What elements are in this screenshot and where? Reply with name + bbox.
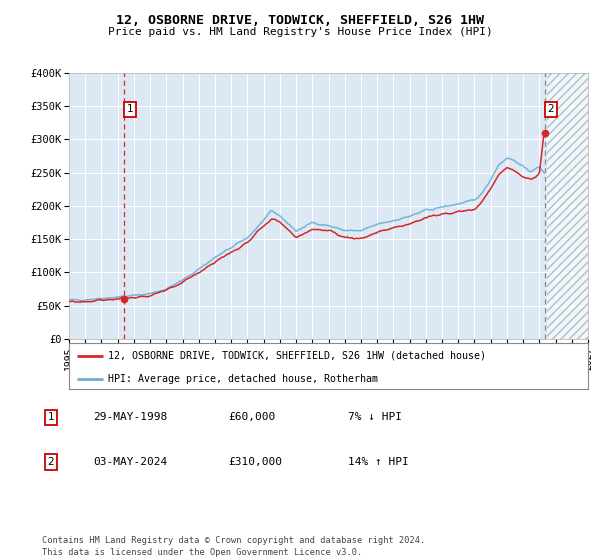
Text: 29-MAY-1998: 29-MAY-1998 — [93, 412, 167, 422]
Text: 1: 1 — [127, 104, 133, 114]
Text: Price paid vs. HM Land Registry's House Price Index (HPI): Price paid vs. HM Land Registry's House … — [107, 27, 493, 37]
Bar — [547, 73, 588, 339]
Text: £60,000: £60,000 — [228, 412, 275, 422]
Text: 2: 2 — [547, 104, 554, 114]
Text: Contains HM Land Registry data © Crown copyright and database right 2024.
This d: Contains HM Land Registry data © Crown c… — [42, 536, 425, 557]
Text: 1: 1 — [47, 412, 55, 422]
Text: 2: 2 — [47, 457, 55, 467]
Text: 12, OSBORNE DRIVE, TODWICK, SHEFFIELD, S26 1HW: 12, OSBORNE DRIVE, TODWICK, SHEFFIELD, S… — [116, 14, 484, 27]
Text: 7% ↓ HPI: 7% ↓ HPI — [348, 412, 402, 422]
Text: HPI: Average price, detached house, Rotherham: HPI: Average price, detached house, Roth… — [108, 374, 378, 384]
Text: 03-MAY-2024: 03-MAY-2024 — [93, 457, 167, 467]
Text: £310,000: £310,000 — [228, 457, 282, 467]
Text: 14% ↑ HPI: 14% ↑ HPI — [348, 457, 409, 467]
Bar — [547, 73, 588, 339]
Text: 12, OSBORNE DRIVE, TODWICK, SHEFFIELD, S26 1HW (detached house): 12, OSBORNE DRIVE, TODWICK, SHEFFIELD, S… — [108, 351, 486, 361]
